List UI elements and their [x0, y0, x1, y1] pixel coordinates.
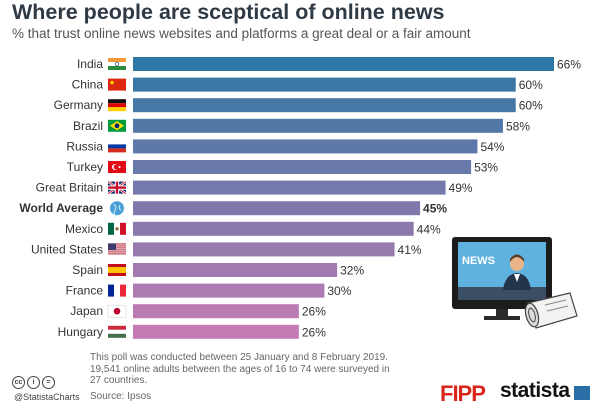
statista-logo: statista — [500, 379, 570, 402]
footnote: This poll was conducted between 25 Janua… — [90, 352, 390, 386]
category-label-france: France — [66, 284, 104, 298]
value-label-germany: 60% — [519, 99, 543, 113]
category-label-brazil: Brazil — [73, 119, 103, 133]
news-tv-illustration: NEWS — [452, 237, 578, 329]
category-label-china: China — [72, 78, 104, 92]
source-note: Source: Ipsos — [90, 391, 152, 402]
bar-spain — [133, 263, 338, 277]
statista-mark-icon — [574, 386, 590, 400]
category-label-turkey: Turkey — [67, 160, 103, 174]
france-flag-icon — [108, 284, 126, 297]
value-label-brazil: 58% — [506, 119, 530, 133]
china-flag-icon — [108, 78, 126, 91]
bar-india — [133, 57, 554, 71]
value-label-russia: 54% — [480, 140, 504, 154]
category-label-mexico: Mexico — [65, 222, 103, 236]
value-label-hungary: 26% — [302, 325, 326, 339]
newspaper-icon — [524, 292, 578, 329]
category-label-spain: Spain — [72, 263, 103, 277]
bar-turkey — [133, 160, 472, 174]
twitter-handle: @StatistaCharts — [14, 392, 80, 402]
value-label-india: 66% — [557, 58, 581, 72]
cc-icon: cc — [12, 376, 25, 389]
bar-germany — [133, 98, 516, 113]
spain-flag-icon — [108, 264, 126, 276]
globe-icon — [110, 201, 124, 217]
india-flag-icon — [108, 58, 126, 70]
bar-great-britain — [133, 180, 446, 195]
news-label: NEWS — [462, 255, 495, 267]
japan-flag-icon — [107, 304, 127, 318]
value-label-world-average: 45% — [423, 202, 447, 216]
bar-japan — [133, 304, 299, 319]
russia-flag-icon — [108, 140, 126, 153]
category-label-india: India — [77, 57, 103, 71]
value-label-great-britain: 49% — [449, 181, 473, 195]
by-icon: i — [27, 376, 40, 389]
bar-world-average — [133, 201, 421, 216]
bar-hungary — [133, 324, 299, 339]
anchor-hair — [510, 254, 524, 262]
license-icons: cc i = — [12, 376, 55, 389]
mexico-flag-icon — [108, 222, 126, 235]
hungary-flag-icon — [108, 325, 126, 338]
chart-title: Where people are sceptical of online new… — [12, 0, 445, 24]
value-label-turkey: 53% — [474, 161, 498, 175]
category-label-hungary: Hungary — [58, 325, 103, 339]
category-label-japan: Japan — [70, 304, 103, 318]
anchor-head — [510, 257, 524, 271]
category-label-united-states: United States — [31, 242, 103, 256]
bar-russia — [133, 139, 478, 154]
anchor-shirt — [514, 274, 520, 282]
turkey-flag-icon — [108, 161, 126, 173]
tv-desk — [458, 287, 546, 300]
bar-united-states — [133, 242, 395, 257]
bar-china — [133, 77, 516, 92]
fipp-logo: FIPP — [440, 381, 486, 406]
value-label-japan: 26% — [302, 305, 326, 319]
category-label-russia: Russia — [66, 139, 103, 153]
value-label-mexico: 44% — [417, 222, 441, 236]
usa-flag-icon — [108, 243, 126, 255]
category-label-world-average: World Average — [19, 201, 103, 215]
tv-stand — [496, 309, 508, 317]
value-label-spain: 32% — [340, 264, 364, 278]
tv-base — [484, 316, 520, 320]
value-label-united-states: 41% — [398, 243, 422, 257]
category-label-great-britain: Great Britain — [36, 181, 103, 195]
brazil-flag-icon — [108, 119, 126, 132]
category-label-germany: Germany — [54, 98, 103, 112]
chart-subtitle: % that trust online news websites and pl… — [12, 26, 471, 41]
uk-flag-icon — [107, 180, 127, 195]
chart-rows: India 66% China 60% Germany 60% Brazil 58% Russi… — [19, 57, 581, 339]
bar-mexico — [133, 221, 414, 236]
value-label-france: 30% — [327, 284, 351, 298]
bar-france — [133, 283, 325, 298]
germany-flag-icon — [108, 99, 126, 112]
nd-icon: = — [42, 376, 55, 389]
bar-brazil — [133, 118, 503, 133]
value-label-china: 60% — [519, 78, 543, 92]
